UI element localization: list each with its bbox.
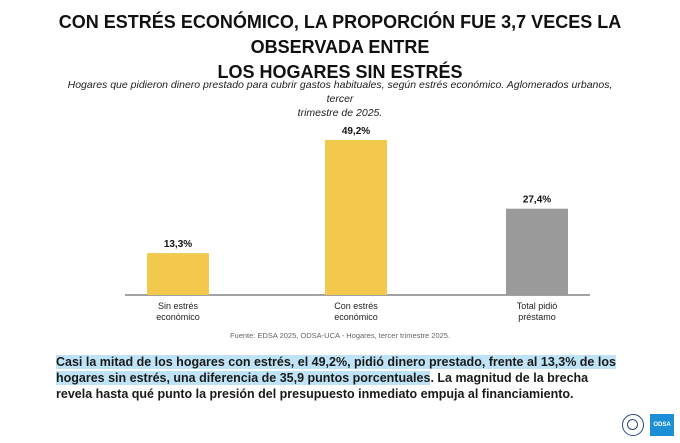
source-note: Fuente: EDSA 2025, ODSA-UCA - Hogares, t… [229,331,451,340]
bar-value-label-2: 49,2% [342,126,370,137]
chart-subtitle-line-1: Hogares que pidieron dinero prestado par… [67,79,613,105]
category-label-3: Total pidió préstamo [517,301,558,322]
summary-rest: . La magnitud de la brecha revela hasta … [56,371,589,401]
bar-3 [506,208,568,295]
category-label-1: Sin estrés económico [156,301,200,322]
chart-subtitle: Hogares que pidieron dinero prestado par… [60,78,620,120]
bar-2 [325,140,387,295]
bar-1 [147,253,209,295]
category-label-2: Con estrés económico [334,301,378,322]
summary-paragraph: Casi la mitad de los hogares con estrés,… [56,354,616,402]
chart-title-line-1: CON ESTRÉS ECONÓMICO, LA PROPORCIÓN FUE … [58,12,622,57]
uca-seal-logo [622,414,644,436]
bar-value-label-1: 13,3% [164,239,192,250]
chart-title-line-2: LOS HOGARES SIN ESTRÉS [217,62,463,82]
odsa-logo: ODSA [650,414,674,436]
chart-subtitle-line-2: trimestre de 2025. [297,107,383,119]
chart-title: CON ESTRÉS ECONÓMICO, LA PROPORCIÓN FUE … [20,10,660,85]
bar-value-label-3: 27,4% [523,195,551,206]
